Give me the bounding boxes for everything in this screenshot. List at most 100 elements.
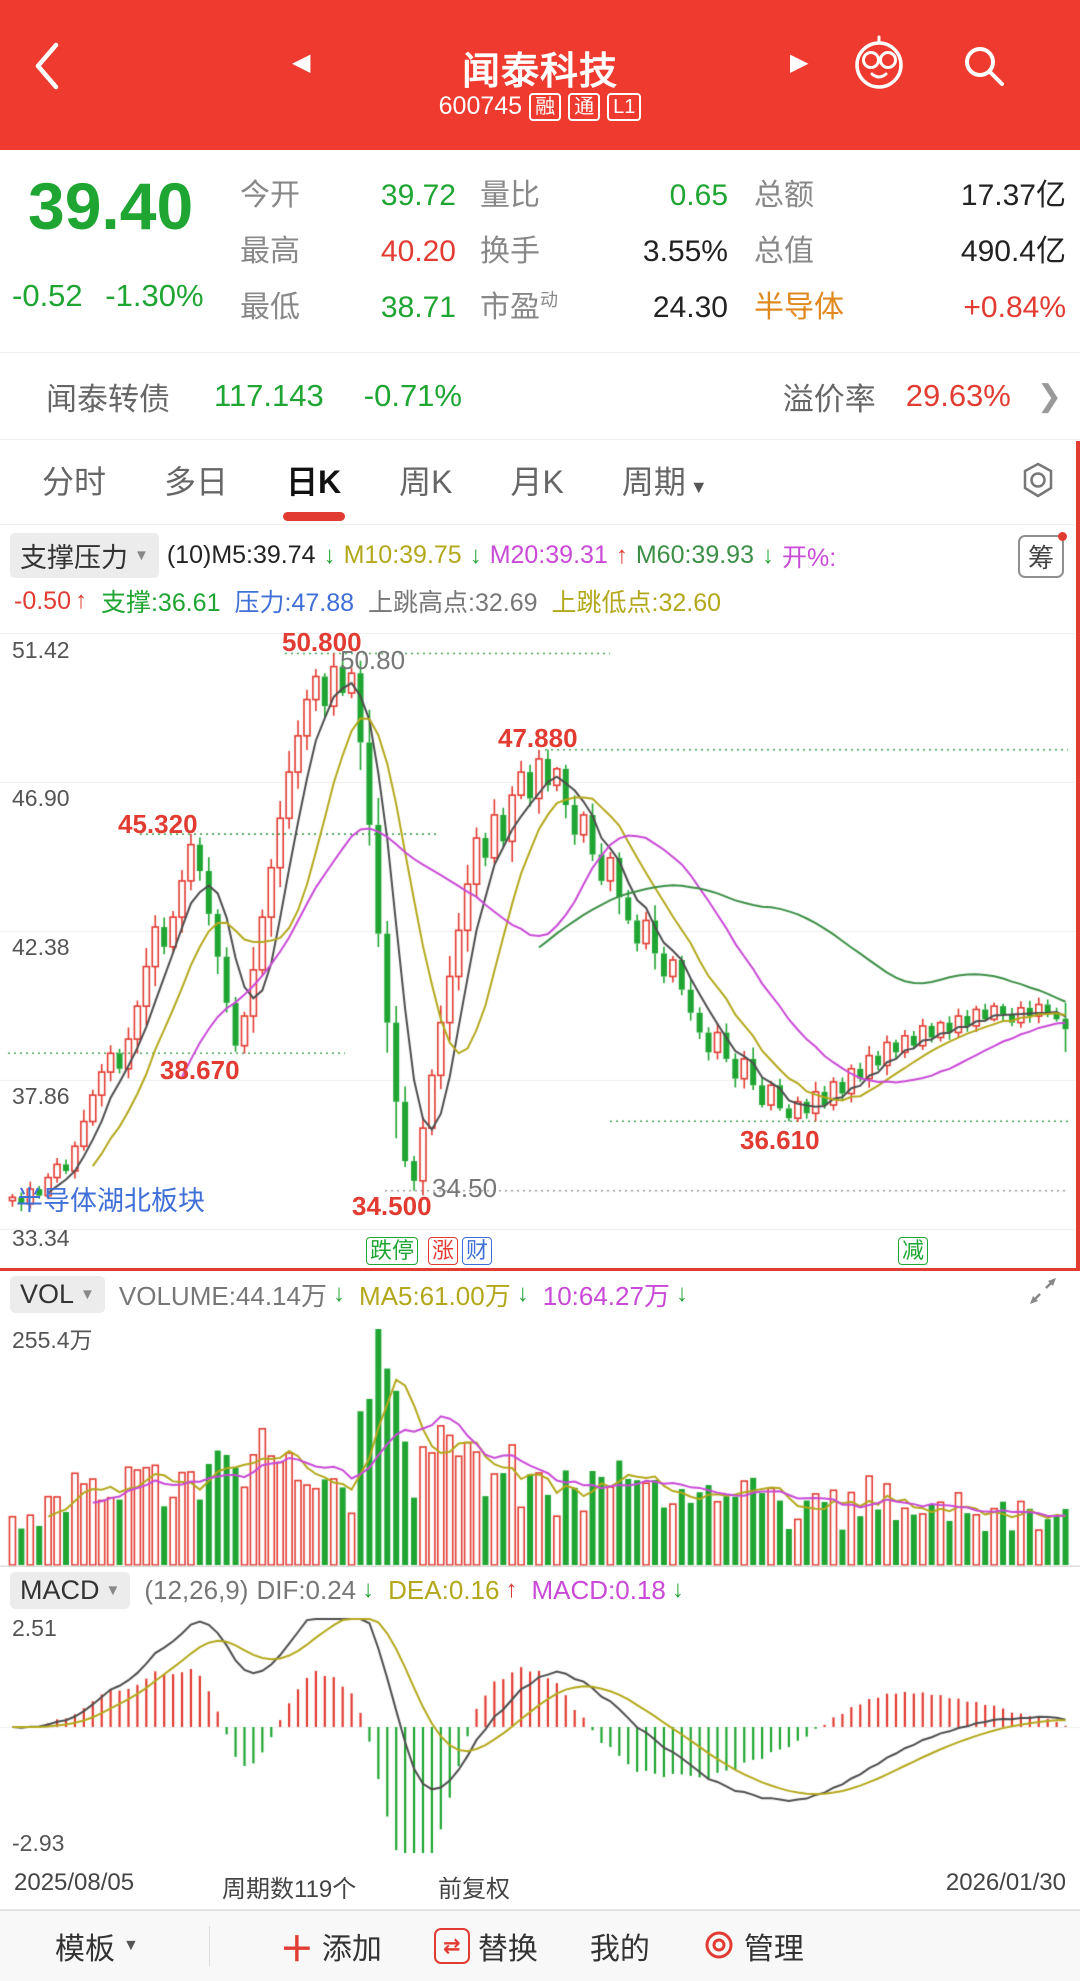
arrow-up-icon: ↑: [615, 541, 628, 569]
macd-indicator-selector[interactable]: MACD ▼: [10, 1571, 131, 1609]
value-pe: 24.30: [652, 291, 728, 324]
volume-value: VOLUME:44.14万: [118, 1280, 327, 1311]
annotation-45320: 45.320: [118, 809, 198, 839]
premium-value: 29.63%: [905, 378, 1011, 413]
volume-ma10: 10:64.27万: [542, 1280, 670, 1311]
gap-high-value: 上跳高点:32.69: [368, 589, 538, 617]
annotation-support-36610: 36.610: [740, 1125, 820, 1155]
back-icon[interactable]: [30, 40, 64, 97]
search-icon[interactable]: [958, 40, 1010, 97]
convertible-bond-row[interactable]: 闻泰转债 117.143 -0.71% 溢价率 29.63% ❯: [0, 353, 1080, 440]
annotation-38670: 38.670: [160, 1055, 240, 1085]
macd-header: MACD ▼ (12,26,9) DIF:0.24 ↓ DEA:0.16 ↑ MACD…: [0, 1567, 1080, 1613]
tab-multiday[interactable]: 多日: [164, 464, 229, 500]
expand-fullscreen-icon[interactable]: [1026, 1274, 1060, 1315]
indicator-line-1: 支撑压力 ▼ (10)M5:39.74 ↓ M10:39.75 ↓ M20:39.31…: [10, 533, 836, 578]
label-turnover-rate: 换手: [480, 235, 540, 268]
adjust-mode[interactable]: 前复权: [438, 1876, 510, 1903]
mascot-icon[interactable]: [848, 32, 910, 99]
chevron-down-icon: ▼: [80, 1285, 95, 1303]
chevron-down-icon: ▼: [105, 1581, 121, 1599]
tab-monthly-k[interactable]: 月K: [510, 464, 564, 500]
annotation-gray-5080: 50.80: [340, 645, 406, 675]
indicator-header: 支撑压力 ▼ (10)M5:39.74 ↓ M10:39.75 ↓ M20:39.31…: [0, 525, 1080, 625]
chevron-right-icon: ❯: [1036, 379, 1062, 413]
volume-ma5: MA5:61.00万: [358, 1280, 511, 1311]
next-stock-icon[interactable]: ▶: [790, 49, 809, 76]
manage-button[interactable]: 管理: [702, 1924, 804, 1968]
annotation-high-50800: 50.800: [282, 627, 362, 657]
app-header: ◀ 闻泰科技 600745 融 通 L1 ▶: [0, 0, 1080, 150]
macd-canvas[interactable]: [0, 1613, 1080, 1859]
arrow-up-icon: ↑: [74, 587, 87, 614]
candlestick-canvas[interactable]: [0, 625, 1080, 1268]
macd-value: MACD:0.18: [531, 1574, 666, 1605]
quote-panel: 39.40 -0.52 -1.30% 今开 39.72 量比 0.65 总额 1…: [0, 150, 1080, 353]
change-value: -0.52: [12, 278, 83, 313]
bottom-toolbar: 模板 ▼ ＋添加 ⇄ 替换 我的 管理: [0, 1910, 1080, 1981]
arrow-down-icon: ↓: [675, 1280, 688, 1307]
quote-row: 最低 38.71 市盈动 24.30 半导体 +0.84%: [240, 282, 1066, 338]
manage-icon: [702, 1928, 736, 1964]
label-volume-ratio: 量比: [480, 179, 540, 212]
value-open: 39.72: [380, 179, 456, 212]
macd-chart[interactable]: 2.51 -2.93: [0, 1613, 1080, 1859]
open-pct-label: 开%:: [781, 543, 837, 572]
prev-stock-icon[interactable]: ◀: [292, 49, 311, 76]
label-high: 最高: [240, 235, 300, 268]
stock-subtitle: 600745 融 通 L1: [0, 92, 1080, 121]
label-open: 今开: [240, 179, 300, 212]
price-change: -0.52 -1.30%: [12, 278, 204, 314]
chip-distribution-badge[interactable]: 筹: [1017, 532, 1068, 578]
label-low: 最低: [240, 291, 300, 324]
volume-chart[interactable]: 255.4万: [0, 1317, 1080, 1567]
value-volume-ratio: 0.65: [669, 179, 728, 212]
arrow-down-icon: ↓: [671, 1576, 684, 1603]
toolbar-divider: [208, 1926, 210, 1966]
template-button[interactable]: 模板 ▼: [55, 1933, 139, 1966]
macd-ymax-label: 2.51: [12, 1615, 57, 1641]
chevron-down-icon: ▼: [689, 477, 708, 497]
end-date: 2026/01/30: [945, 1869, 1066, 1896]
ytick: 46.90: [12, 785, 70, 811]
support-value: 支撑:36.61: [100, 589, 221, 617]
gap-low-value: 上跳低点:32.60: [551, 589, 722, 617]
event-badge-report[interactable]: 财: [462, 1237, 493, 1265]
ma60-value: M60:39.93: [635, 541, 754, 569]
add-button[interactable]: ＋添加: [280, 1922, 382, 1971]
tab-minute[interactable]: 分时: [42, 464, 107, 500]
dea-value: DEA:0.16: [388, 1574, 500, 1605]
plate-change: +0.84%: [963, 291, 1066, 324]
open-pct-value: -0.50: [14, 586, 71, 615]
annotation-low-34500: 34.500: [352, 1191, 432, 1221]
plate-sector-link[interactable]: 半导体湖北板块: [16, 1186, 205, 1216]
indicator-line-2: -0.50 ↑ 支撑:36.61 压力:47.88 上跳高点:32.69 上跳低点…: [14, 583, 721, 619]
indicator-selector[interactable]: 支撑压力 ▼: [10, 533, 159, 578]
tab-period-more[interactable]: 周期 ▼: [621, 464, 708, 500]
value-high: 40.20: [380, 235, 456, 268]
bond-change: -0.71%: [363, 378, 462, 413]
tab-weekly-k[interactable]: 周K: [399, 464, 453, 500]
volume-canvas[interactable]: [0, 1317, 1080, 1567]
plate-name-link[interactable]: 半导体: [754, 291, 844, 324]
event-badge-limit-up[interactable]: 涨: [428, 1237, 459, 1265]
chevron-down-icon: ▼: [123, 1937, 139, 1954]
quote-row: 今开 39.72 量比 0.65 总额 17.37亿: [240, 170, 1066, 226]
replace-button[interactable]: ⇄ 替换: [433, 1924, 538, 1968]
arrow-down-icon: ↓: [332, 1280, 345, 1307]
candlestick-chart[interactable]: 51.42 46.90 42.38 37.86 33.34 50.800 50.…: [0, 441, 1080, 1271]
bond-price: 117.143: [214, 378, 324, 413]
event-badge-limit-down[interactable]: 跌停: [366, 1237, 419, 1265]
annotation-pressure-47880: 47.880: [498, 723, 578, 753]
ytick: 42.38: [12, 934, 70, 960]
pressure-value: 压力:47.88: [234, 589, 355, 617]
chart-settings-gear-icon[interactable]: [1018, 460, 1058, 505]
dif-value: DIF:0.24: [256, 1574, 357, 1605]
tab-daily-k[interactable]: 日K: [282, 457, 345, 521]
event-badge-reduce[interactable]: 减: [898, 1237, 929, 1265]
value-turnover-amt: 17.37亿: [960, 179, 1066, 212]
annotation-gray-3450: 34.50: [432, 1173, 498, 1203]
volume-indicator-selector[interactable]: VOL ▼: [10, 1275, 105, 1313]
mine-button[interactable]: 我的: [589, 1933, 650, 1966]
volume-ymax-label: 255.4万: [12, 1327, 93, 1353]
